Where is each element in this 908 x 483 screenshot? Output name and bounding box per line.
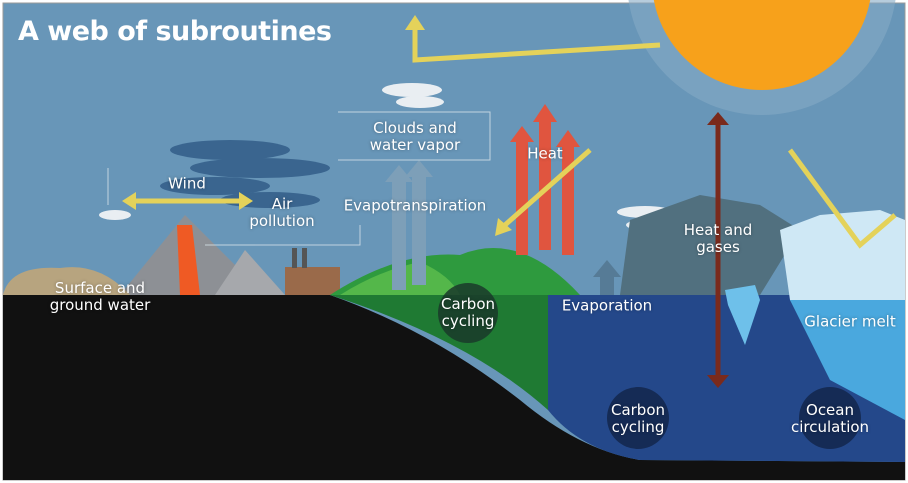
label-line: water vapor — [370, 137, 460, 154]
title: A web of subroutines — [18, 16, 331, 47]
label-line: Ocean — [791, 402, 869, 419]
label-evaporation: Evaporation — [562, 298, 652, 315]
label-line: Heat — [527, 146, 563, 163]
label-line: Heat and — [684, 222, 753, 239]
label-line: Carbon — [611, 402, 665, 419]
label-line: Clouds and — [370, 120, 460, 137]
label-heat: Heat — [527, 146, 563, 163]
chimney — [292, 248, 297, 268]
label-line: gases — [684, 239, 753, 256]
label-wind: Wind — [168, 176, 206, 193]
illustration — [0, 0, 908, 483]
label-line: Evapotranspiration — [344, 198, 487, 215]
label-line: Surface and — [50, 280, 151, 297]
label-line: Evaporation — [562, 298, 652, 315]
label-line: pollution — [249, 213, 314, 230]
label-line: Air — [249, 196, 314, 213]
label-line: Glacier melt — [804, 314, 895, 331]
chimney — [302, 248, 307, 268]
label-evapotranspiration: Evapotranspiration — [344, 198, 487, 215]
label-glacier-melt: Glacier melt — [804, 314, 895, 331]
label-line: ground water — [50, 297, 151, 314]
label-line: circulation — [791, 419, 869, 436]
label-line: cycling — [441, 313, 495, 330]
label-line: cycling — [611, 419, 665, 436]
label-line: Wind — [168, 176, 206, 193]
label-line: Carbon — [441, 296, 495, 313]
infographic: A web of subroutines Wind Airpollution S… — [0, 0, 908, 483]
factory — [285, 267, 340, 295]
